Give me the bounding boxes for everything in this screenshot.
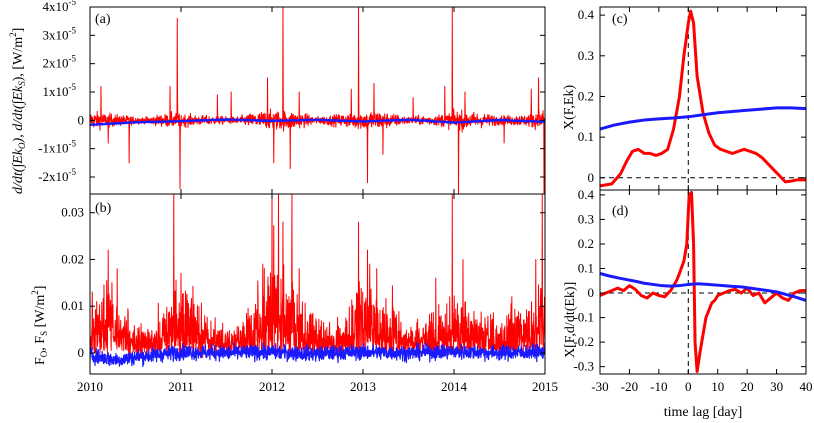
panel-a: 4x10-53x10-52x10-51x10-50-1x10-5-2x10-5 … [8, 0, 546, 195]
ytick-label: 0.3 [578, 211, 594, 226]
xtick-label: 2011 [168, 379, 194, 394]
xtick-label: 2012 [259, 379, 285, 394]
panel-a-axis: 4x10-5 3x10-5 2x10-5 1x10-50-1x10-5 -2x10-5 [38, 0, 546, 194]
panel-b-tag: (b) [95, 201, 112, 216]
panel-d-frame [599, 189, 807, 375]
xtick-label: 30 [770, 379, 783, 394]
ytick-label: 0.03 [61, 205, 84, 220]
series-blue-trace [90, 117, 545, 126]
ytick-label: -2x10-5 [38, 167, 76, 184]
panel-c-tag: (c) [612, 12, 628, 27]
series-red-trace [90, 7, 545, 194]
series-blue-curve [600, 271, 806, 302]
xtick-label: 2014 [441, 379, 468, 394]
ytick-label: 0 [588, 285, 595, 300]
ytick-label: 3x10-5 [43, 25, 77, 42]
panel-d-tag: (d) [612, 204, 629, 219]
panel-b-axis: 0.03 0.02 0.01 0 2010 2011 2012 2013 2014 2015 [61, 194, 558, 394]
panel-c-axis: 0.4 0.3 0.2 0.1 0 [578, 7, 807, 190]
panel-b-ylabel: FO, FS [W/m2] [30, 286, 49, 365]
xtick-label: 20 [741, 379, 754, 394]
ytick-label: 0.3 [578, 48, 594, 63]
ytick-label: 0.2 [578, 236, 594, 251]
panel-b: 0.03 0.02 0.01 0 2010 2011 2012 2013 2014 2015 (b… [30, 193, 558, 394]
ytick-label: 0 [78, 112, 85, 127]
xtick-label: 2010 [77, 379, 103, 394]
panel-d: 0.4 0.3 0.2 0.1 0 -0.1 -0.2 -0.3 -30 -20 -10 0 10 20 3… [563, 187, 813, 420]
xtick-label: -10 [650, 379, 667, 394]
panel-b-data [90, 194, 545, 367]
panel-d-xlabel: time lag [day] [664, 405, 743, 420]
svg-text:d/dt(∫EkO), d/dt(∫EkS), [W/m: d/dt(∫EkO), d/dt(∫EkS), [W/m2] [8, 28, 27, 194]
ytick-label: 0.2 [578, 88, 594, 103]
ytick-label: -0.3 [573, 359, 594, 374]
ytick-label: 0 [78, 345, 85, 360]
panel-b-frame [89, 193, 546, 375]
ytick-label: 0 [588, 170, 595, 185]
panel-c-frame [599, 6, 807, 191]
svg-text:FO, FS [W/m2]: FO, FS [W/m2] [30, 286, 49, 365]
series-blue-trace [90, 342, 545, 367]
panel-a-tag: (a) [95, 12, 111, 27]
panel-c-ylabel: X(F,Ek) [562, 85, 577, 130]
ytick-label: -0.2 [573, 334, 594, 349]
xtick-label: -30 [591, 379, 608, 394]
xtick-label: 2013 [350, 379, 376, 394]
ytick-label: 4x10-5 [43, 0, 77, 14]
ytick-label: 0.1 [578, 261, 594, 276]
panel-c: 0.4 0.3 0.2 0.1 0 (c) X(F,Ek) [562, 6, 807, 191]
ytick-label: 0.1 [578, 129, 594, 144]
series-red-curve [600, 190, 806, 374]
xtick-label: 40 [800, 379, 813, 394]
xtick-label: 0 [685, 379, 692, 394]
ytick-label: 1x10-5 [43, 82, 77, 99]
ytick-label: 2x10-5 [43, 54, 77, 71]
panel-a-ylabel: d/dt(∫EkO), d/dt(∫EkS), [W/m2] [8, 28, 27, 194]
panel-d-data [600, 190, 806, 374]
xtick-label: -20 [621, 379, 638, 394]
panel-c-data [600, 7, 806, 190]
panel-d-axis: 0.4 0.3 0.2 0.1 0 -0.1 -0.2 -0.3 -30 -20 -10 0 10 20 3… [573, 187, 812, 394]
panel-d-ylabel: X[F,d/dt(Ek)] [563, 282, 578, 358]
ytick-label: 0.4 [578, 7, 595, 22]
ytick-label: 0.4 [578, 187, 595, 202]
ytick-label: -1x10-5 [38, 139, 76, 156]
xtick-label: 2015 [532, 379, 558, 394]
panel-a-data [90, 7, 545, 194]
ytick-label: 0.02 [61, 251, 84, 266]
series-red-trace [90, 194, 545, 359]
xtick-label: 10 [711, 379, 724, 394]
panel-a-frame [89, 6, 546, 195]
series-red-curve [600, 9, 806, 188]
series-blue-curve [600, 106, 806, 131]
ytick-label: 0.01 [61, 298, 84, 313]
ytick-label: -0.1 [573, 310, 594, 325]
